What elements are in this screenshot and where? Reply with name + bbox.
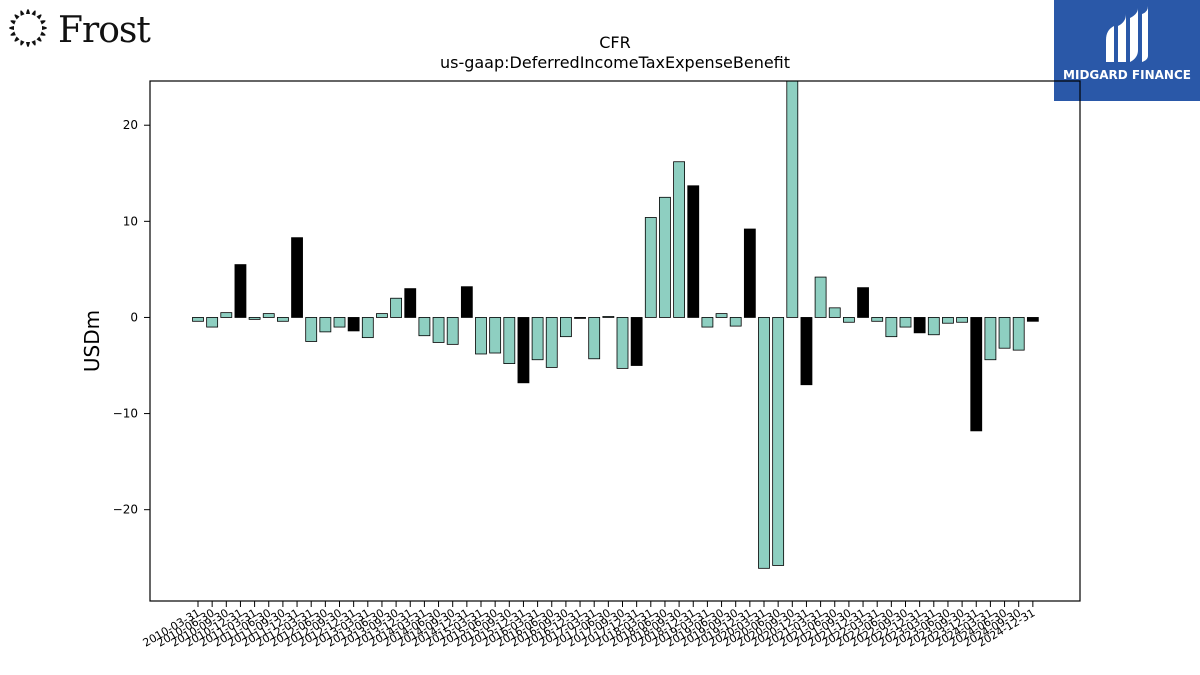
bar-2011-03-31 xyxy=(248,317,261,320)
bar-2023-06-30 xyxy=(942,317,954,324)
chart-title: CFR xyxy=(599,33,631,52)
bar-2023-09-30 xyxy=(956,317,968,323)
starburst-petal xyxy=(14,36,20,42)
bar-2010-06-30 xyxy=(206,317,219,328)
y-tick-label: 10 xyxy=(123,214,138,228)
starburst-petal xyxy=(20,10,25,16)
starburst-petal xyxy=(26,9,30,14)
bar-2012-06-30 xyxy=(319,317,332,333)
starburst-petal xyxy=(31,10,36,16)
bar-2018-09-30 xyxy=(673,161,685,318)
bar-2010-12-31 xyxy=(234,264,247,318)
starburst-petal xyxy=(40,31,46,36)
bar-2023-03-31 xyxy=(927,317,940,336)
bar-2017-12-31 xyxy=(630,317,643,366)
starburst-petal xyxy=(14,14,20,20)
bar-2015-12-31 xyxy=(517,317,530,384)
plot-frame xyxy=(149,80,1081,602)
bar-2022-09-30 xyxy=(899,317,912,328)
bar-2015-06-30 xyxy=(489,317,502,354)
starburst-petal xyxy=(36,36,42,42)
starburst-petal xyxy=(31,40,36,46)
y-tick-label: 20 xyxy=(123,118,138,132)
bar-2011-12-31 xyxy=(291,237,303,318)
starburst-petal xyxy=(36,14,42,20)
frost-starburst-icon xyxy=(9,9,47,47)
bar-2012-12-31 xyxy=(347,317,360,332)
bar-2012-03-31 xyxy=(305,317,318,342)
y-tick-label: −20 xyxy=(113,503,138,517)
x-axis: 2010-03-312010-06-302010-09-302010-12-31… xyxy=(141,601,1037,650)
frost-logo-text: Frost xyxy=(58,10,151,51)
bar-2010-09-30 xyxy=(220,312,233,318)
starburst-petal xyxy=(26,42,30,47)
y-axis-label: USDm xyxy=(80,310,104,372)
bar-2024-06-30 xyxy=(998,317,1011,349)
bar-2015-09-30 xyxy=(503,317,516,364)
bars-group xyxy=(192,80,1039,569)
bar-2013-09-30 xyxy=(390,297,403,318)
midgard-mark-icon xyxy=(1106,6,1148,62)
bar-2019-06-30 xyxy=(715,313,728,318)
bar-2013-03-31 xyxy=(361,317,374,339)
chart-subtitle: us-gaap:DeferredIncomeTaxExpenseBenefit xyxy=(440,53,790,72)
bar-2014-03-31 xyxy=(418,317,431,337)
bar-2010-03-31 xyxy=(192,317,204,322)
bar-2018-06-30 xyxy=(659,196,671,318)
starburst-petal xyxy=(9,26,14,30)
bar-2022-03-31 xyxy=(871,317,884,322)
starburst-petal xyxy=(20,40,25,46)
y-tick-label: 0 xyxy=(130,310,138,324)
y-tick-label: −10 xyxy=(113,407,138,421)
midgard-logo-text: MIDGARD FINANCE xyxy=(1063,68,1191,82)
bar-2018-03-31 xyxy=(644,217,657,318)
bar-2022-06-30 xyxy=(885,317,898,338)
bar-2014-12-31 xyxy=(460,286,473,318)
bar-2019-03-31 xyxy=(701,317,714,328)
bar-2019-12-31 xyxy=(743,228,756,318)
bar-2021-03-31 xyxy=(814,276,827,318)
bar-2024-12-31 xyxy=(1026,317,1039,322)
bar-2019-09-30 xyxy=(729,317,742,327)
frost-logo: Frost xyxy=(4,4,154,52)
bar-2024-09-30 xyxy=(1012,317,1025,351)
bar-2016-03-31 xyxy=(531,317,544,361)
bar-2011-06-30 xyxy=(262,313,275,318)
bar-2016-12-31 xyxy=(574,317,586,319)
bar-2023-12-31 xyxy=(970,317,983,432)
starburst-petal xyxy=(40,20,46,25)
bar-2018-12-31 xyxy=(687,185,700,318)
bar-2014-09-30 xyxy=(446,317,459,345)
bar-2020-06-30 xyxy=(772,317,785,566)
bar-2021-06-30 xyxy=(828,307,841,318)
starburst-petal xyxy=(42,26,47,30)
bar-2016-06-30 xyxy=(545,317,558,368)
bar-2020-12-31 xyxy=(800,317,813,386)
starburst-petal xyxy=(10,20,16,25)
y-axis: −20 −10 0 10 20 xyxy=(113,118,150,517)
bar-2017-09-30 xyxy=(616,317,629,369)
bar-2024-03-31 xyxy=(984,317,997,361)
starburst-petal xyxy=(10,31,16,36)
bar-2011-09-30 xyxy=(276,317,289,322)
midgard-finance-logo: MIDGARD FINANCE xyxy=(1054,0,1200,101)
bar-2021-12-31 xyxy=(857,287,869,318)
bar-2014-06-30 xyxy=(432,317,445,343)
bar-2020-09-30 xyxy=(786,80,799,318)
bar-2017-03-31 xyxy=(588,317,601,360)
bar-2021-09-30 xyxy=(843,317,855,323)
bar-2016-09-30 xyxy=(560,317,572,338)
bar-2013-12-31 xyxy=(404,288,417,318)
bar-2015-03-31 xyxy=(475,317,487,355)
bar-2013-06-30 xyxy=(376,313,388,318)
bar-2017-06-30 xyxy=(602,316,615,318)
bar-2022-12-31 xyxy=(913,317,926,334)
bar-2012-09-30 xyxy=(333,317,346,328)
bar-2020-03-31 xyxy=(758,317,770,569)
